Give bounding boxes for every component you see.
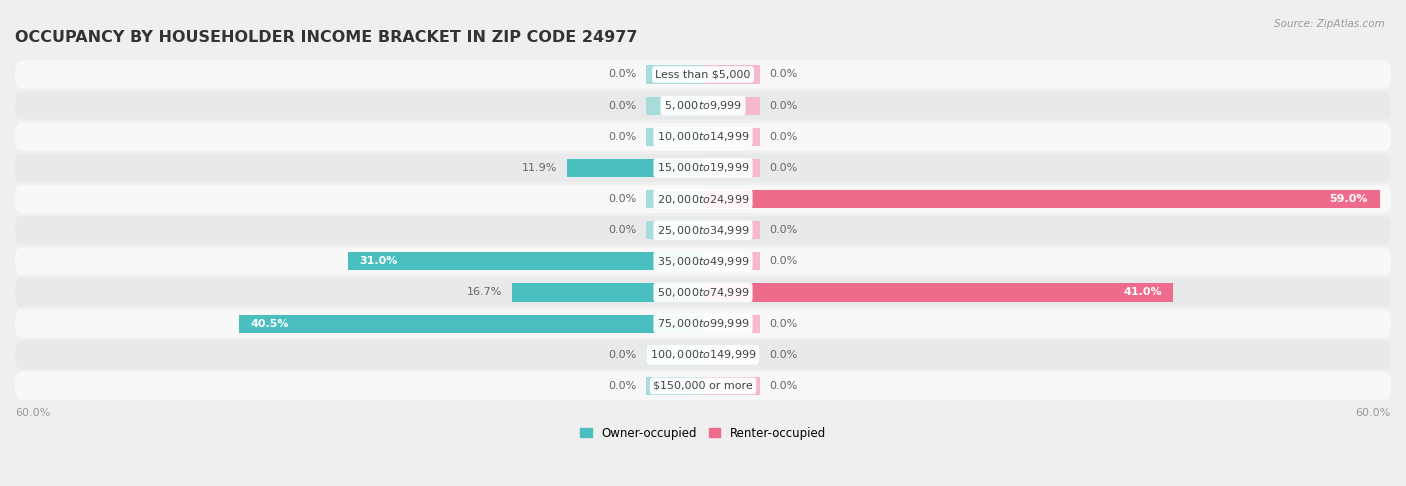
Text: 0.0%: 0.0%: [769, 381, 797, 391]
Bar: [703, 346, 761, 364]
FancyBboxPatch shape: [15, 341, 1391, 369]
Text: $100,000 to $149,999: $100,000 to $149,999: [650, 348, 756, 361]
Bar: [703, 221, 761, 239]
Text: 40.5%: 40.5%: [250, 319, 288, 329]
Text: $150,000 or more: $150,000 or more: [654, 381, 752, 391]
Text: 0.0%: 0.0%: [769, 256, 797, 266]
Text: 0.0%: 0.0%: [609, 101, 637, 111]
Bar: [239, 314, 703, 332]
FancyBboxPatch shape: [15, 92, 1391, 120]
FancyBboxPatch shape: [15, 60, 1391, 88]
Bar: [239, 314, 703, 332]
Bar: [703, 159, 761, 177]
Bar: [567, 159, 703, 177]
Text: 0.0%: 0.0%: [769, 225, 797, 235]
Text: 0.0%: 0.0%: [609, 350, 637, 360]
Bar: [703, 314, 761, 332]
Text: Source: ZipAtlas.com: Source: ZipAtlas.com: [1274, 19, 1385, 30]
Bar: [645, 190, 703, 208]
Bar: [703, 190, 1379, 208]
Text: 16.7%: 16.7%: [467, 288, 502, 297]
Bar: [512, 283, 703, 301]
Bar: [567, 159, 703, 177]
FancyBboxPatch shape: [15, 123, 1391, 151]
Text: 0.0%: 0.0%: [609, 225, 637, 235]
Text: 0.0%: 0.0%: [769, 163, 797, 173]
FancyBboxPatch shape: [15, 278, 1391, 307]
FancyBboxPatch shape: [15, 372, 1391, 400]
Text: $20,000 to $24,999: $20,000 to $24,999: [657, 192, 749, 206]
Text: $5,000 to $9,999: $5,000 to $9,999: [664, 99, 742, 112]
Bar: [645, 346, 703, 364]
Bar: [703, 283, 1173, 301]
Text: 0.0%: 0.0%: [769, 69, 797, 80]
FancyBboxPatch shape: [15, 310, 1391, 338]
Bar: [512, 283, 703, 301]
Text: $25,000 to $34,999: $25,000 to $34,999: [657, 224, 749, 237]
Text: 59.0%: 59.0%: [1330, 194, 1368, 204]
Text: 0.0%: 0.0%: [769, 350, 797, 360]
Bar: [645, 221, 703, 239]
Bar: [703, 283, 1173, 301]
Text: 0.0%: 0.0%: [609, 381, 637, 391]
Bar: [645, 97, 703, 115]
Text: 60.0%: 60.0%: [1355, 408, 1391, 418]
Bar: [703, 66, 761, 84]
Bar: [703, 97, 761, 115]
Legend: Owner-occupied, Renter-occupied: Owner-occupied, Renter-occupied: [575, 422, 831, 444]
Text: 0.0%: 0.0%: [769, 319, 797, 329]
Text: $10,000 to $14,999: $10,000 to $14,999: [657, 130, 749, 143]
Bar: [347, 252, 703, 270]
Text: 31.0%: 31.0%: [359, 256, 398, 266]
FancyBboxPatch shape: [15, 185, 1391, 213]
Bar: [645, 128, 703, 146]
Text: 11.9%: 11.9%: [522, 163, 557, 173]
Text: $50,000 to $74,999: $50,000 to $74,999: [657, 286, 749, 299]
Text: 0.0%: 0.0%: [769, 132, 797, 142]
FancyBboxPatch shape: [15, 247, 1391, 276]
Bar: [703, 377, 761, 395]
FancyBboxPatch shape: [15, 154, 1391, 182]
Text: $75,000 to $99,999: $75,000 to $99,999: [657, 317, 749, 330]
Text: Less than $5,000: Less than $5,000: [655, 69, 751, 80]
Text: $15,000 to $19,999: $15,000 to $19,999: [657, 161, 749, 174]
Text: 0.0%: 0.0%: [769, 101, 797, 111]
Text: 0.0%: 0.0%: [609, 132, 637, 142]
Bar: [703, 252, 761, 270]
Text: 0.0%: 0.0%: [609, 194, 637, 204]
Bar: [645, 66, 703, 84]
FancyBboxPatch shape: [15, 216, 1391, 244]
Bar: [703, 190, 1379, 208]
Text: $35,000 to $49,999: $35,000 to $49,999: [657, 255, 749, 268]
Text: 0.0%: 0.0%: [609, 69, 637, 80]
Bar: [703, 128, 761, 146]
Text: 60.0%: 60.0%: [15, 408, 51, 418]
Text: OCCUPANCY BY HOUSEHOLDER INCOME BRACKET IN ZIP CODE 24977: OCCUPANCY BY HOUSEHOLDER INCOME BRACKET …: [15, 30, 637, 45]
Bar: [645, 377, 703, 395]
Bar: [347, 252, 703, 270]
Text: 41.0%: 41.0%: [1123, 288, 1161, 297]
